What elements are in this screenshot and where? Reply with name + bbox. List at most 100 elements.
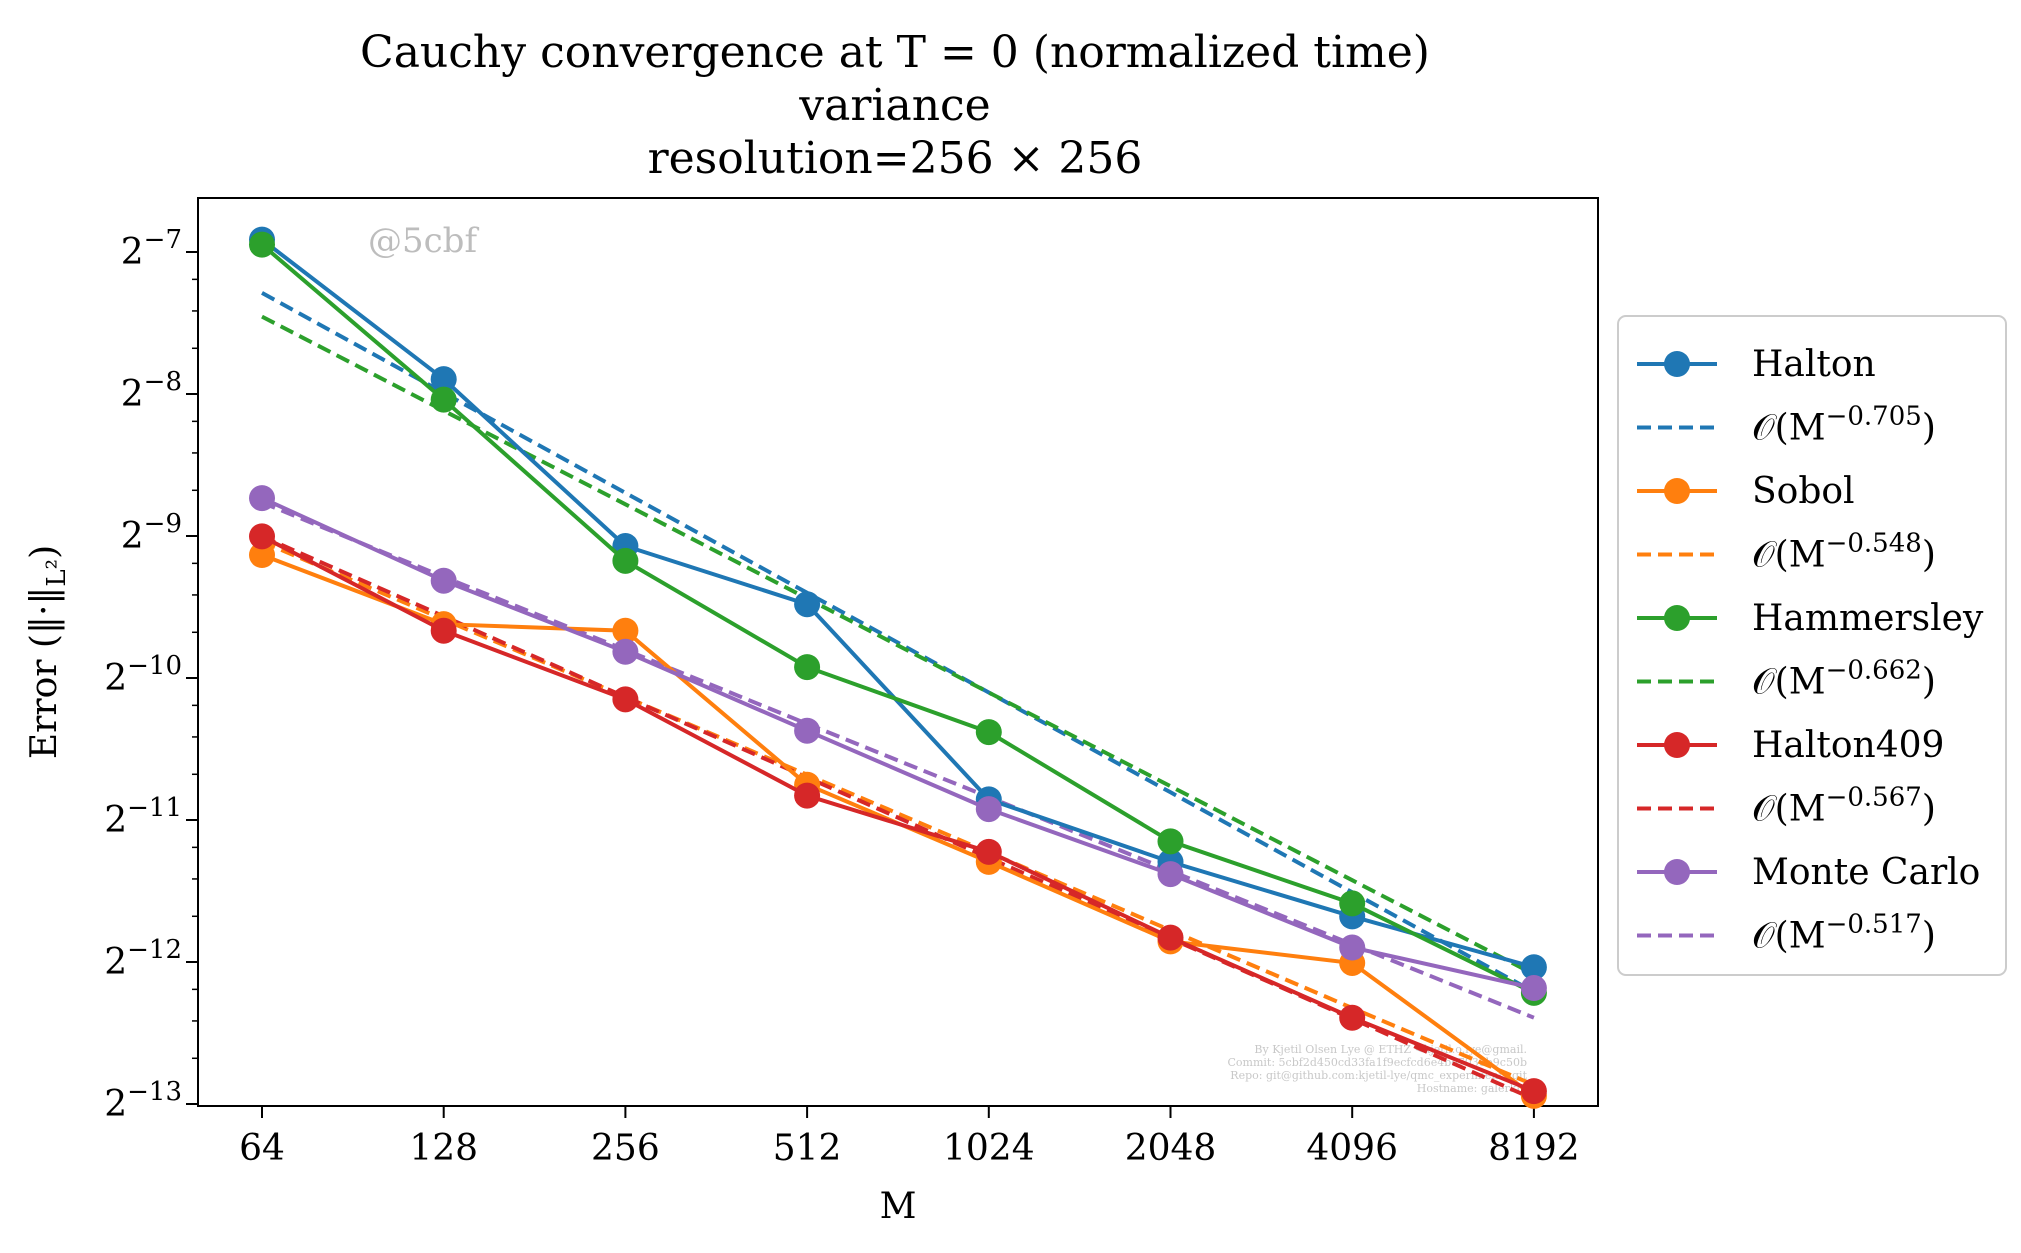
credits-line-1: By Kjetil Olsen Lye @ ETHZ <kjetil.o.lye… <box>1254 1043 1527 1056</box>
y-axis: 2−72−82−92−102−112−122−13 <box>104 225 198 1125</box>
data-point <box>1520 954 1547 981</box>
plot-area <box>197 197 1599 1107</box>
chart-title-line-2: variance <box>798 80 990 131</box>
legend-label: Monte Carlo <box>1752 852 1980 893</box>
legend-label-exponent: −0.548 <box>1826 529 1922 559</box>
legend-label: 𝒪(M−0.705) <box>1752 402 1936 449</box>
series-layer <box>249 226 1547 1109</box>
series-line <box>260 243 1535 995</box>
legend-label: Halton409 <box>1752 725 1944 766</box>
x-tick-label: 4096 <box>1306 1128 1398 1169</box>
legend-item: Sobol <box>1637 471 1855 512</box>
legend: Halton𝒪(M−0.705)Sobol𝒪(M−0.548)Hammersle… <box>1637 344 1984 957</box>
legend-label: 𝒪(M−0.517) <box>1752 910 1936 957</box>
y-tick-label: 2−8 <box>121 367 182 415</box>
x-axis: 64 128 256 512 1024 2048 4096 8192 <box>239 1106 1580 1169</box>
y-tick-base: 2 <box>104 1084 127 1125</box>
legend-label-exponent: −0.567 <box>1826 783 1922 813</box>
data-point <box>249 523 275 550</box>
series-line <box>261 496 1535 990</box>
y-tick-base: 2 <box>104 800 127 841</box>
legend-item: Hammersley <box>1637 598 1984 639</box>
y-tick-exponent: −11 <box>127 793 182 823</box>
legend-swatch-marker <box>1664 605 1690 631</box>
y-tick-label: 2−11 <box>104 793 182 841</box>
legend-item: Monte Carlo <box>1637 852 1980 893</box>
legend-label-close: ) <box>1922 535 1936 576</box>
data-point <box>430 617 457 644</box>
x-tick-label: 1024 <box>943 1128 1035 1169</box>
x-tick-label: 64 <box>239 1128 285 1169</box>
series-line <box>261 534 1535 1093</box>
data-point <box>430 386 457 413</box>
legend-item: 𝒪(M−0.662) <box>1637 656 1936 703</box>
y-tick-exponent: −10 <box>127 651 182 681</box>
y-axis-label-main: Error (‖·‖ <box>24 587 65 760</box>
x-tick-label: 2048 <box>1125 1128 1217 1169</box>
y-tick-label: 2−12 <box>104 935 182 983</box>
data-point <box>612 617 639 644</box>
credits-line-3: Repo: git@github.com:kjetil-lye/qmc_expe… <box>1230 1069 1527 1082</box>
y-tick-exponent: −7 <box>144 225 182 255</box>
data-point <box>1339 1004 1366 1031</box>
legend-swatch-marker <box>1664 351 1690 377</box>
y-tick-label: 2−7 <box>121 225 182 273</box>
legend-label: Hammersley <box>1752 598 1984 639</box>
data-point <box>975 796 1002 823</box>
y-tick-base: 2 <box>104 942 127 983</box>
x-tick-label: 256 <box>591 1128 660 1169</box>
data-point <box>612 686 639 713</box>
data-point <box>794 782 821 809</box>
y-axis-label-close: ) <box>24 545 65 559</box>
chart-title-line-3: resolution=256 × 256 <box>648 133 1143 184</box>
y-tick-base: 2 <box>121 516 144 557</box>
legend-label-close: ) <box>1922 916 1936 957</box>
legend-item: Halton <box>1637 344 1876 385</box>
y-tick-base: 2 <box>121 374 144 415</box>
legend-item: 𝒪(M−0.517) <box>1637 910 1936 957</box>
data-point <box>794 591 821 618</box>
legend-label-main: 𝒪(M <box>1752 916 1826 957</box>
data-point <box>794 717 821 744</box>
data-point <box>975 838 1002 865</box>
legend-swatch-marker <box>1664 478 1690 504</box>
chart-title-line-1: Cauchy convergence at T = 0 (normalized … <box>360 27 1430 78</box>
x-tick-label: 128 <box>409 1128 478 1169</box>
y-axis-label-sub: L² <box>42 559 72 587</box>
data-point <box>249 485 275 512</box>
y-axis-label: Error (‖·‖L²) <box>24 545 72 759</box>
y-tick-base: 2 <box>104 658 127 699</box>
legend-label-exponent: −0.517 <box>1826 910 1922 940</box>
series-hammersley <box>249 231 1547 1006</box>
data-point <box>1520 975 1547 1002</box>
legend-label-close: ) <box>1922 789 1936 830</box>
data-point <box>612 547 639 574</box>
legend-label-exponent: −0.662 <box>1826 656 1922 686</box>
data-point <box>975 719 1002 746</box>
series-halton409 <box>249 523 1547 1105</box>
legend-label: 𝒪(M−0.567) <box>1752 783 1936 830</box>
data-point <box>1339 890 1366 917</box>
x-tick-label: 512 <box>773 1128 842 1169</box>
legend-item: 𝒪(M−0.567) <box>1637 783 1936 830</box>
legend-label: 𝒪(M−0.548) <box>1752 529 1936 576</box>
y-tick-exponent: −8 <box>144 367 182 397</box>
watermark: @5cbf <box>368 221 479 261</box>
legend-label-main: 𝒪(M <box>1752 789 1826 830</box>
legend-item: 𝒪(M−0.548) <box>1637 529 1936 576</box>
y-tick-exponent: −9 <box>144 509 182 539</box>
data-point <box>430 567 457 594</box>
data-point <box>612 638 639 665</box>
legend-item: 𝒪(M−0.705) <box>1637 402 1936 449</box>
legend-label-close: ) <box>1922 662 1936 703</box>
x-tick-label: 8192 <box>1488 1128 1580 1169</box>
legend-label-close: ) <box>1922 408 1936 449</box>
legend-label: Halton <box>1752 344 1876 385</box>
legend-label-exponent: −0.705 <box>1826 402 1922 432</box>
fit-line <box>261 500 1535 1020</box>
x-axis-label: M <box>880 1186 917 1227</box>
data-point <box>1520 1078 1547 1105</box>
series-o-m-0-517- <box>261 500 1535 1020</box>
y-tick-label: 2−10 <box>104 651 182 699</box>
